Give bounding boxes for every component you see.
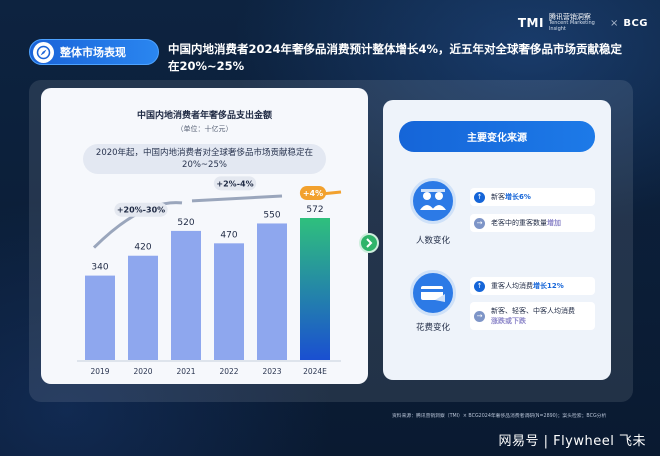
data-label: 520: [177, 218, 194, 228]
heavy-spend-highlight: 增长12%: [533, 282, 564, 290]
brand-logos: TMI 腾讯营销洞察 Tencent Marketing Insight × B…: [517, 13, 648, 33]
heavy-customer-highlight: 增加: [547, 219, 561, 227]
right-arrow-icon: →: [474, 310, 485, 322]
bar: [300, 218, 330, 360]
x-tick-label: 2021: [176, 367, 195, 376]
chart-note: 2020年起，中国内地消费者对全球奢侈品市场贡献稳定在20%~25%: [83, 144, 326, 174]
chart-unit: （单位：十亿元）: [176, 125, 233, 133]
watermark: 网易号 | Flywheel 飞未: [498, 434, 646, 449]
heavy-spend-text: 重客人均消费增长12%: [491, 281, 564, 291]
people-change-label: 人数变化: [415, 236, 450, 246]
tmi-logo-en: Tencent Marketing Insight: [548, 20, 595, 32]
other-spend-line1: 新客、轻客、中客人均消费: [491, 307, 575, 315]
chevron-right-icon: [366, 238, 373, 248]
up-arrow-icon: ↑: [474, 280, 485, 292]
badge-label: 整体市场表现: [60, 46, 126, 59]
x-tick-label: 2024E: [303, 367, 327, 376]
bar: [85, 275, 115, 360]
data-label: 470: [220, 230, 237, 240]
tmi-logo-cn: 腾讯营销洞察: [548, 13, 591, 21]
heavy-spend-item: ↑ 重客人均消费增长12%: [470, 277, 595, 295]
heavy-customer-text: 老客中的重客数量增加: [491, 218, 561, 228]
data-label: 340: [91, 263, 108, 273]
growth-annotation-pill: [213, 176, 257, 191]
data-label: 420: [134, 243, 151, 253]
growth-annotation: +4%: [303, 189, 323, 198]
x-tick-label: 2022: [219, 367, 238, 376]
new-customer-highlight: 增长6%: [505, 193, 531, 201]
heavy-customer-item: → 老客中的重客数量增加: [470, 214, 595, 232]
bcg-logo: BCG: [623, 17, 648, 29]
bar-chart: 340 2019 420 2020 520 2021 470 2022 550 2023 572 20…: [77, 176, 342, 376]
chart-title: 中国内地消费者年奢侈品支出金额: [136, 111, 272, 121]
data-label: 572: [306, 205, 323, 215]
section-badge: 整体市场表现: [29, 39, 159, 65]
x-tick-label: 2023: [262, 367, 281, 376]
heavy-spend-prefix: 重客人均消费: [491, 282, 533, 290]
x-tick-label: 2019: [90, 367, 109, 376]
growth-annotation: +20%-30%: [117, 206, 165, 215]
bar: [128, 255, 158, 360]
growth-annotation: +2%-4%: [216, 179, 253, 188]
heavy-customer-prefix: 老客中的重客数量: [491, 219, 547, 227]
bar: [171, 230, 201, 360]
new-customer-text: 新客增长6%: [491, 192, 531, 202]
other-spend-highlight: 涨跌或下跌: [491, 317, 526, 325]
chart-card: 中国内地消费者年奢侈品支出金额 （单位：十亿元） 2020年起，中国内地消费者对…: [41, 88, 368, 384]
page-title: 中国内地消费者2024年奢侈品消费预计整体增长4%，近五年对全球奢侈品市场贡献稳…: [168, 42, 623, 73]
growth-annotation-pill: [114, 202, 168, 217]
new-customer-item: ↑ 新客增长6%: [470, 188, 595, 206]
bar: [257, 223, 287, 360]
other-spend-item: → 新客、轻客、中客人均消费 涨跌或下跌: [470, 302, 595, 330]
growth-arrow: [191, 194, 283, 203]
other-spend-text: 新客、轻客、中客人均消费 涨跌或下跌: [491, 306, 575, 326]
growth-annotation-pill: [299, 186, 327, 200]
data-label: 550: [263, 210, 280, 220]
up-arrow-icon: ↑: [474, 191, 485, 203]
bar: [214, 243, 244, 360]
next-arrow-button[interactable]: [359, 233, 379, 253]
right-arrow-icon: →: [474, 217, 485, 229]
logo-separator: ×: [609, 17, 619, 29]
x-tick-label: 2020: [133, 367, 152, 376]
tmi-logo-sub: 腾讯营销洞察 Tencent Marketing Insight: [548, 13, 605, 33]
compass-icon: [33, 41, 54, 63]
change-sources-header: 主要变化来源: [399, 121, 595, 152]
source-note: 资料来源：腾讯营销洞察（TMI）× BCG2024年奢侈品消费者调研(N=289…: [392, 414, 607, 419]
new-customer-prefix: 新客: [491, 193, 505, 201]
people-icon: [410, 178, 456, 224]
card-icon: [410, 270, 456, 316]
spending-change-label: 花费变化: [415, 323, 450, 333]
tmi-logo: TMI: [517, 16, 544, 30]
